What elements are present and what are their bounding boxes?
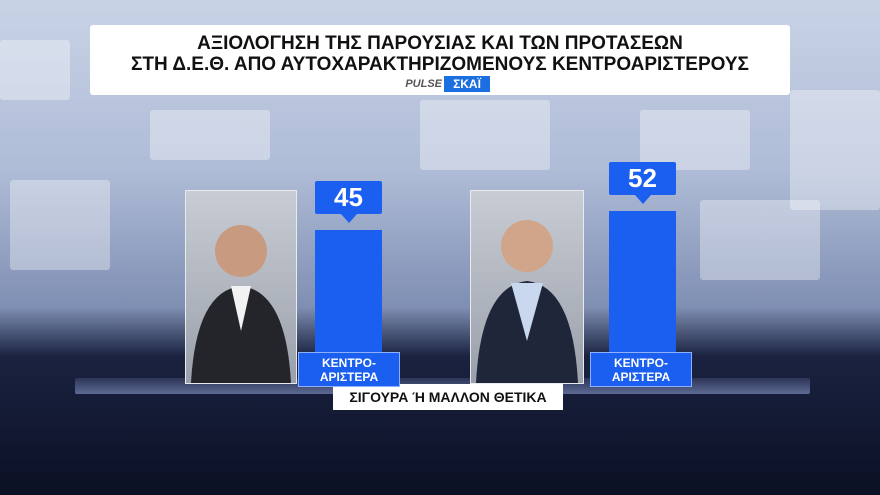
title-panel: ΑΞΙΟΛΟΓΗΣΗ ΤΗΣ ΠΑΡΟΥΣΙΑΣ ΚΑΙ ΤΩΝ ΠΡΟΤΑΣΕ… [90,25,790,95]
logo: ΣΚΑΪ [444,76,490,92]
category-label: ΚΕΝΤΡΟ-ΑΡΙΣΤΕΡΑ [298,352,400,387]
photo [470,190,584,384]
footer-label: ΣΙΓΟΥΡΑ Ή ΜΑΛΛΟΝ ΘΕΤΙΚΑ [333,384,563,410]
category-label: ΚΕΝΤΡΟ-ΑΡΙΣΤΕΡΑ [590,352,692,387]
bar [315,229,382,352]
title-line: ΣΤΗ Δ.Ε.Θ. ΑΠΟ ΑΥΤΟΧΑΡΑΚΤΗΡΙΖΟΜΕΝΟΥΣ ΚΕΝ… [131,54,749,75]
value-label: 45 [315,180,382,214]
photo [185,190,297,384]
title-line: ΑΞΙΟΛΟΓΗΣΗ ΤΗΣ ΠΑΡΟΥΣΙΑΣ ΚΑΙ ΤΩΝ ΠΡΟΤΑΣΕ… [197,33,683,54]
pointer [341,213,357,223]
logo: PULSE [398,76,442,92]
pointer [635,194,651,204]
value-label: 52 [609,161,676,195]
bar [609,210,676,352]
